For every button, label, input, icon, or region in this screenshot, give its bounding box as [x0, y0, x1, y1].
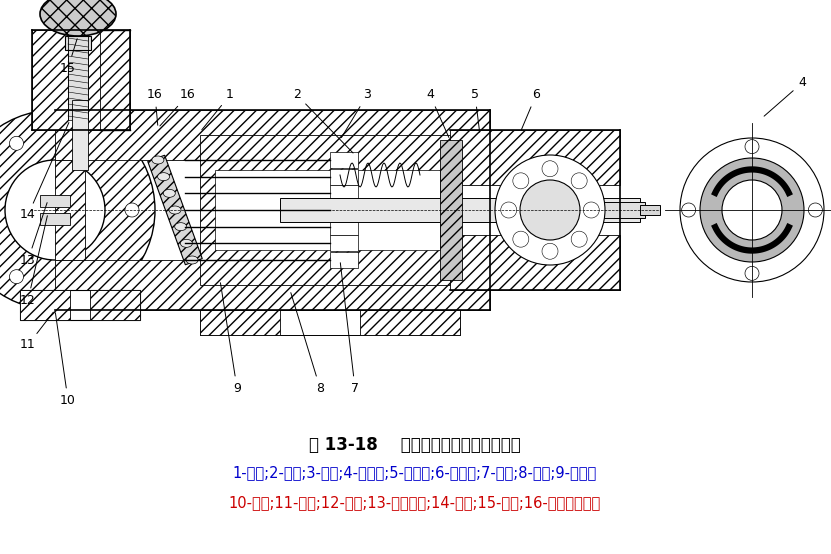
- Text: 4: 4: [764, 76, 806, 116]
- Circle shape: [680, 138, 824, 282]
- Ellipse shape: [40, 0, 116, 36]
- Circle shape: [9, 136, 23, 150]
- Ellipse shape: [175, 223, 187, 230]
- Bar: [65, 36, 91, 50]
- Bar: [20, 290, 70, 320]
- Bar: [330, 168, 358, 184]
- Circle shape: [501, 202, 517, 218]
- Bar: [40, 213, 70, 225]
- Text: 14: 14: [20, 122, 69, 222]
- Polygon shape: [55, 160, 85, 260]
- Ellipse shape: [186, 256, 198, 264]
- Bar: [330, 219, 358, 235]
- Ellipse shape: [180, 239, 193, 247]
- Circle shape: [86, 136, 101, 150]
- Polygon shape: [148, 155, 202, 265]
- Bar: [200, 310, 460, 335]
- Bar: [330, 235, 358, 252]
- Polygon shape: [32, 30, 130, 130]
- Circle shape: [571, 231, 588, 247]
- Circle shape: [495, 155, 605, 265]
- Text: 4: 4: [426, 89, 449, 137]
- Text: 1-泵体;2-弹簧;3-缸体;4-配油盘;5-前泵体;6-传动轴;7-柱塞;8-轴承;9-滑履；: 1-泵体;2-弹簧;3-缸体;4-配油盘;5-前泵体;6-传动轴;7-柱塞;8-…: [233, 465, 597, 480]
- Text: 6: 6: [521, 89, 540, 130]
- Bar: [90, 290, 140, 320]
- Polygon shape: [450, 130, 620, 185]
- Circle shape: [513, 231, 529, 247]
- Circle shape: [520, 180, 580, 240]
- Bar: [72, 100, 88, 170]
- Text: 16: 16: [147, 89, 163, 125]
- Circle shape: [86, 270, 101, 284]
- Bar: [590, 202, 645, 218]
- Ellipse shape: [169, 206, 181, 214]
- Circle shape: [700, 158, 804, 262]
- Polygon shape: [55, 260, 490, 310]
- Circle shape: [745, 140, 759, 153]
- Text: 12: 12: [20, 216, 47, 306]
- Bar: [330, 252, 358, 268]
- Text: 5: 5: [471, 89, 479, 132]
- Circle shape: [542, 161, 558, 177]
- Polygon shape: [100, 30, 130, 130]
- Text: 9: 9: [220, 283, 241, 394]
- Bar: [200, 310, 280, 335]
- Ellipse shape: [152, 156, 164, 164]
- Circle shape: [513, 173, 529, 189]
- Circle shape: [722, 180, 782, 240]
- Bar: [40, 195, 70, 207]
- Text: 2: 2: [293, 89, 353, 153]
- Circle shape: [681, 203, 696, 217]
- Circle shape: [125, 203, 139, 217]
- Ellipse shape: [0, 110, 155, 310]
- Text: 10: 10: [56, 313, 76, 407]
- Circle shape: [571, 173, 588, 189]
- Polygon shape: [55, 110, 490, 160]
- Bar: [215, 170, 440, 250]
- Text: 3: 3: [342, 89, 371, 137]
- Bar: [330, 186, 358, 201]
- Bar: [330, 152, 358, 168]
- Circle shape: [809, 203, 823, 217]
- Circle shape: [745, 266, 759, 280]
- Circle shape: [9, 270, 23, 284]
- Circle shape: [583, 202, 599, 218]
- Polygon shape: [200, 135, 450, 285]
- Circle shape: [542, 243, 558, 259]
- Bar: [330, 202, 358, 218]
- Ellipse shape: [158, 173, 170, 181]
- Text: 7: 7: [341, 263, 359, 394]
- Text: 11: 11: [20, 312, 53, 351]
- Text: 图 13-18    斜盘式轴向柱塞泵的结构图: 图 13-18 斜盘式轴向柱塞泵的结构图: [309, 436, 521, 454]
- Bar: [640, 205, 660, 215]
- Bar: [360, 310, 460, 335]
- Text: 16: 16: [160, 89, 196, 126]
- Bar: [440, 140, 462, 280]
- Bar: [280, 198, 640, 222]
- Text: 15: 15: [60, 39, 77, 74]
- Ellipse shape: [164, 189, 175, 197]
- Text: 13: 13: [20, 203, 47, 266]
- Text: 1: 1: [202, 89, 234, 130]
- Polygon shape: [450, 235, 620, 290]
- Text: 8: 8: [291, 293, 324, 394]
- Circle shape: [5, 160, 105, 260]
- Bar: [20, 290, 140, 320]
- Text: 10-压盘;11-斜盘;12-轴销;13-变量活塞;14-丝杆;15-手轮;16-变量机构壳体: 10-压盘;11-斜盘;12-轴销;13-变量活塞;14-丝杆;15-手轮;16…: [229, 495, 601, 510]
- Bar: [68, 35, 88, 120]
